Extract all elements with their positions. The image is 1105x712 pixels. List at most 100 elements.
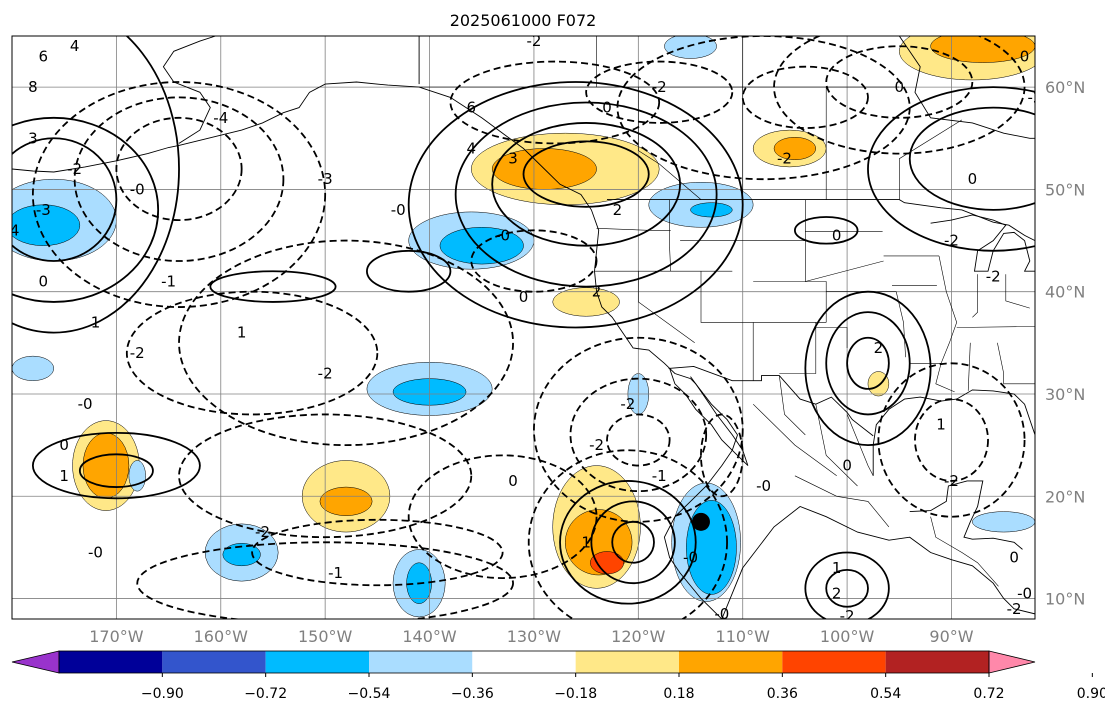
colorbar-tick-label: −0.72 [244, 686, 287, 702]
positive-contour [366, 249, 452, 293]
shaded-region [319, 486, 373, 516]
longitude-tick-label: 110°W [716, 627, 771, 646]
contour-label: 0 [508, 472, 518, 490]
political-boundary [815, 327, 848, 348]
positive-contour [611, 520, 655, 564]
negative-contour [585, 60, 734, 124]
longitude-tick-labels: 170°W 160°W 150°W 140°W 130°W 120°W 110°W 100°W… [89, 627, 974, 646]
latitude-tick-label: 20°N [1045, 487, 1085, 506]
contour-label: -2 [1007, 600, 1022, 618]
contour-label: -2 [130, 344, 145, 362]
contour-label: -0 [756, 477, 771, 495]
contour-label: -2 [944, 232, 959, 250]
political-boundary [935, 255, 958, 393]
negative-contour [914, 398, 989, 482]
political-boundary [752, 403, 837, 477]
shaded-region [773, 137, 817, 161]
longitude-tick-label: 170°W [89, 627, 144, 646]
contour-label: -1 [652, 467, 667, 485]
colorbar-tick-label: −0.18 [554, 686, 597, 702]
positive-contour [590, 500, 676, 585]
positive-contour [407, 81, 744, 329]
negative-contour [73, 96, 285, 262]
political-boundary [846, 414, 874, 476]
negative-contour [251, 518, 504, 587]
contour-label: 6 [467, 99, 477, 117]
latitude-tick-label: 10°N [1045, 590, 1085, 609]
longitude-tick-label: 140°W [402, 627, 457, 646]
positive-contour [867, 86, 1035, 252]
shaded-region [690, 202, 733, 218]
coastline [607, 199, 1035, 242]
colorbar-swatch [575, 651, 679, 673]
colorbar-tick-label: 0.18 [663, 686, 694, 702]
positive-contour [804, 551, 890, 619]
contour-label: -0 [391, 201, 406, 219]
contour-label: 2 [592, 283, 602, 301]
longitude-tick-label: 150°W [298, 627, 353, 646]
colorbar-tick-label: −0.36 [451, 686, 494, 702]
contour-label: 3 [28, 129, 38, 147]
colorbar-swatch [369, 651, 473, 673]
political-boundary [794, 475, 890, 528]
contour-label: -2 [777, 150, 792, 168]
colorbar-tick-label: −0.90 [141, 686, 184, 702]
contour-label: -3 [36, 201, 51, 219]
contour-label: -2 [840, 607, 855, 625]
contour-label: -0 [495, 226, 510, 244]
political-boundary [930, 516, 999, 587]
latitude-tick-label: 60°N [1045, 78, 1085, 97]
coastline [930, 214, 1035, 272]
coastline [721, 505, 1035, 619]
contour-label: -2 [986, 267, 1001, 285]
negative-contour [178, 413, 473, 539]
negative-contour [569, 377, 708, 493]
political-boundary [804, 199, 884, 282]
colorbar-tick-label: −0.54 [348, 686, 391, 702]
political-boundary [779, 322, 817, 374]
contour-label: 0 [59, 436, 69, 454]
shaded-region [590, 551, 624, 575]
colorbar-extend-low [11, 650, 60, 674]
colorbar-swatch [265, 651, 369, 673]
shaded-region [552, 287, 620, 317]
map-frame [11, 35, 1036, 620]
political-boundary [1005, 274, 1030, 309]
contour-label: -4 [213, 109, 228, 127]
contour-label: 1 [237, 324, 247, 342]
contour-label: -0 [714, 605, 729, 623]
contour-label: 3 [508, 150, 518, 168]
positive-contour [825, 311, 911, 416]
contour-label: -0 [1017, 584, 1032, 602]
political-boundary [779, 375, 806, 436]
contour-label: -0 [683, 549, 698, 567]
contour-label: 0 [832, 226, 842, 244]
contour-label: -1 [161, 272, 176, 290]
political-boundary [753, 281, 827, 323]
positive-contour [794, 216, 859, 245]
negative-contour [825, 45, 974, 119]
positive-contour [31, 431, 201, 500]
negative-contour [407, 454, 598, 579]
latitude-tick-label: 50°N [1045, 180, 1085, 199]
colorbar-swatch [782, 651, 886, 673]
contour-label: -3 [318, 170, 333, 188]
contour-label: -0 [130, 180, 145, 198]
negative-contour [877, 362, 1026, 518]
contour-label: -0 [78, 395, 93, 413]
shaded-region [930, 36, 1035, 63]
shaded-region [222, 543, 261, 567]
latitude-tick-label: 40°N [1045, 283, 1085, 302]
contour-label: 0 [519, 288, 529, 306]
political-boundary [815, 404, 858, 487]
contour-label: 1 [91, 313, 101, 331]
colorbar-swatch [162, 651, 266, 673]
contour-label: -2 [67, 160, 82, 178]
contour-label: 6 [39, 47, 49, 65]
map-title: 2025061000 F072 [450, 11, 597, 30]
contour-label: -2 [944, 472, 959, 490]
contour-label: 0 [895, 78, 905, 96]
negative-contour [773, 36, 1026, 155]
contour-label: -2 [318, 365, 333, 383]
